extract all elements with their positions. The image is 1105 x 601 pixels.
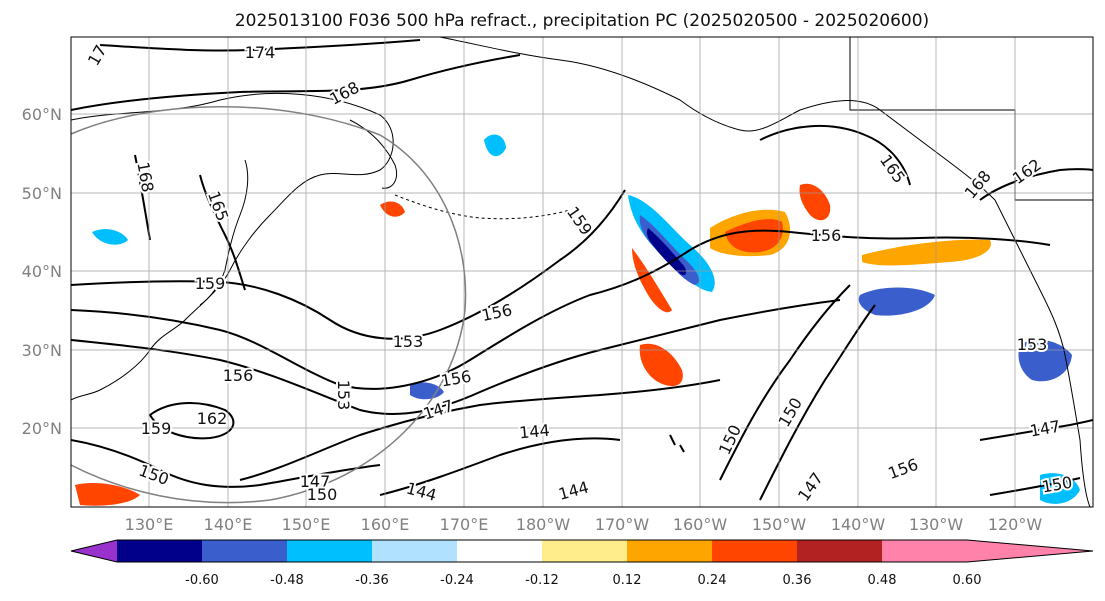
- contour-label: 156: [223, 366, 254, 385]
- negative-anomaly-small-3: [92, 229, 128, 245]
- contour-153: [71, 299, 841, 415]
- contour-label: 144: [518, 421, 550, 443]
- positive-anomaly-core: [725, 219, 783, 253]
- contour-162-east: [979, 168, 1093, 201]
- contour-147-trough: [759, 304, 876, 501]
- colorbar-tick-label: 0.12: [613, 573, 642, 588]
- lon-label: 160°E: [361, 515, 410, 534]
- colorbar-tick-label: 0.24: [698, 573, 727, 588]
- lon-label: 160°W: [673, 515, 728, 534]
- colorbar-ticks: -0.60 -0.48 -0.36 -0.24 -0.12 0.12 0.24 …: [185, 573, 981, 588]
- map-background: [71, 37, 1093, 507]
- colorbar-tick-label: 0.60: [953, 573, 982, 588]
- map-panel: 174 168 17 168 165 159 156 153 156 162 1…: [70, 36, 1094, 508]
- positive-anomaly-west: [75, 483, 140, 506]
- contour-144: [379, 437, 621, 496]
- contour-150: [71, 439, 381, 488]
- contour-150-trough: [719, 284, 851, 481]
- colorbar-segment: [797, 540, 882, 562]
- graticule: [71, 37, 1093, 507]
- negative-anomaly-patch: [858, 287, 935, 316]
- contour-147-east: [979, 419, 1093, 441]
- coastline-asia: [71, 92, 394, 401]
- contour-label: 174: [245, 43, 276, 62]
- lon-label: 150°W: [752, 515, 807, 534]
- contour-174: [99, 39, 421, 52]
- map-frame: [70, 36, 1094, 508]
- lat-label: 50°N: [22, 184, 62, 203]
- colorbar-tick-label: 0.36: [783, 573, 812, 588]
- contour-165: [199, 174, 246, 291]
- lat-label: 60°N: [22, 105, 62, 124]
- lat-label: 40°N: [22, 262, 62, 281]
- colorbar-segment: [627, 540, 712, 562]
- contour-159: [71, 189, 626, 340]
- colorbar-tick-label: 0.48: [868, 573, 897, 588]
- contour-156: [71, 229, 1051, 390]
- positive-anomaly-blob: [639, 343, 683, 387]
- contour-label: 153: [393, 332, 424, 351]
- colorbar-segment: [457, 540, 542, 562]
- colorbar-tick-label: -0.12: [525, 573, 559, 588]
- contour-label: 159: [195, 274, 226, 293]
- coastline-japan: [199, 159, 249, 306]
- lon-label: 170°W: [595, 515, 650, 534]
- positive-anomaly-band: [862, 239, 991, 266]
- colorbar-tick-label: -0.60: [185, 573, 219, 588]
- lon-label: 170°E: [440, 515, 489, 534]
- contour-150-east: [989, 477, 1081, 496]
- positive-anomaly-small: [380, 201, 405, 217]
- hawaii-islands: [669, 434, 685, 453]
- lat-label: 20°N: [22, 419, 62, 438]
- negative-anomaly-small: [484, 134, 506, 157]
- lon-label: 130°E: [125, 515, 174, 534]
- contour-165-gulf: [759, 125, 911, 186]
- lon-labels: 130°E 140°E 150°E 160°E 170°E 180°W 170°…: [125, 515, 1043, 534]
- colorbar-segment: [712, 540, 797, 562]
- colorbar-extend-right-tip: [967, 540, 1093, 562]
- colorbar: -0.60 -0.48 -0.36 -0.24 -0.12 0.12 0.24 …: [70, 539, 1094, 588]
- height-contours: [71, 39, 1093, 501]
- colorbar-segment: [882, 540, 967, 562]
- lon-label: 140°W: [831, 515, 886, 534]
- lon-label: 150°E: [282, 515, 331, 534]
- contour-label: 162: [197, 409, 228, 428]
- contour-168-north: [71, 54, 521, 111]
- colorbar-segment: [117, 540, 202, 562]
- negative-anomaly-small-2: [410, 382, 444, 400]
- coastline-alaska: [439, 37, 996, 201]
- colorbar-segment: [287, 540, 372, 562]
- colorbar-segment: [202, 540, 287, 562]
- negative-anomaly-center: [647, 228, 687, 276]
- contour-label: 156: [811, 226, 842, 245]
- colorbar-outline: [70, 539, 1094, 563]
- contour-label: 147: [300, 472, 331, 491]
- lon-label: 130°W: [909, 515, 964, 534]
- colorbar-extend-left: [71, 540, 117, 562]
- contour-label: 147: [1028, 417, 1061, 441]
- contour-label: 159: [141, 419, 172, 438]
- positive-anomaly-streak: [632, 248, 672, 313]
- colorbar-segment: [372, 540, 457, 562]
- colorbar-tick-label: -0.48: [270, 573, 304, 588]
- colorbar-tick-label: -0.36: [355, 573, 389, 588]
- colorbar-segment: [542, 540, 627, 562]
- coastline-north-america: [994, 199, 1091, 507]
- colorbar-tick-label: -0.24: [440, 573, 474, 588]
- lat-labels: 60°N 50°N 40°N 30°N 20°N: [22, 105, 62, 438]
- contour-label: 153: [1017, 335, 1048, 354]
- map-title: 2025013100 F036 500 hPa refract., precip…: [235, 11, 929, 31]
- lon-label: 180°W: [516, 515, 571, 534]
- region-circle: [71, 106, 467, 504]
- contour-label: 150: [307, 485, 338, 504]
- lat-label: 30°N: [22, 341, 62, 360]
- lon-label: 140°E: [204, 515, 253, 534]
- contour-label: 153: [334, 380, 353, 411]
- contour-147: [239, 379, 721, 481]
- contour-162-closed: [148, 402, 235, 440]
- lon-label: 120°W: [988, 515, 1043, 534]
